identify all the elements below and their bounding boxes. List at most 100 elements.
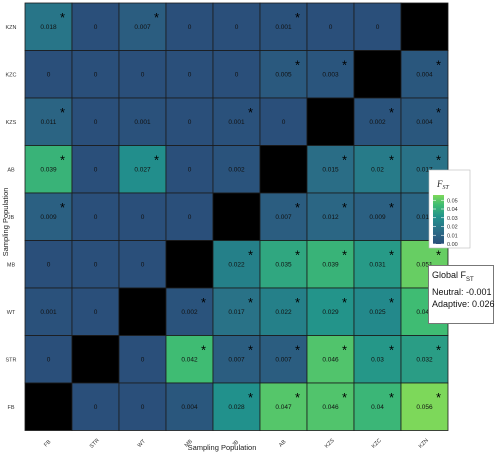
heatmap-cell-STR-WT	[118, 335, 167, 384]
significance-star: *	[342, 200, 347, 215]
cell-value-label: 0.039	[40, 167, 57, 174]
cell-value-label: 0.007	[275, 357, 292, 364]
significance-star: *	[436, 58, 441, 73]
heatmap-cell-WT-WT	[118, 287, 167, 336]
heatmap-cell-KZS-KZS	[306, 97, 355, 146]
heatmap-cell-KZS-KZC	[353, 97, 402, 146]
global-fst-box: Global FST Neutral: -0.001 Adaptive: 0.0…	[428, 265, 495, 324]
cell-value-label: 0.001	[228, 119, 245, 126]
significance-star: *	[295, 343, 300, 358]
cell-value-label: 0	[188, 119, 192, 126]
significance-star: *	[389, 153, 394, 168]
cell-value-label: 0.017	[416, 167, 433, 174]
cell-value-label: 0.007	[134, 24, 151, 31]
heatmap-cell-KZC-KZN	[400, 50, 449, 99]
cell-value-label: 0	[94, 119, 98, 126]
cell-value-label: 0.007	[228, 357, 245, 364]
cell-value-label: 0.001	[275, 24, 292, 31]
significance-star: *	[295, 295, 300, 310]
cell-value-label: 0	[188, 72, 192, 79]
cell-value-label: 0	[188, 167, 192, 174]
heatmap-cell-FB-WT	[118, 382, 167, 431]
cell-value-label: 0.005	[275, 72, 292, 79]
x-tick-label: KZN	[418, 438, 430, 450]
y-tick-label: WT	[7, 310, 16, 316]
cell-value-label: 0.032	[416, 357, 433, 364]
heatmap-cell-AB-KZC	[353, 145, 402, 194]
cell-value-label: 0.051	[416, 262, 433, 269]
x-tick-label: AB	[278, 439, 288, 449]
y-axis-title: Sampling Population	[1, 188, 10, 257]
heatmap-cell-KZC-STR	[71, 50, 120, 99]
cell-value-label: 0.025	[369, 309, 386, 316]
heatmap-cell-KZN-FB	[24, 2, 73, 51]
significance-star: *	[436, 153, 441, 168]
heatmap-cell-WT-MB	[165, 287, 214, 336]
legend-title-sub: ST	[443, 185, 450, 191]
cell-value-label: 0	[141, 72, 145, 79]
cell-value-label: 0	[94, 214, 98, 221]
cell-value-label: 0	[235, 24, 239, 31]
x-tick-label: KZS	[324, 438, 336, 450]
significance-star: *	[295, 200, 300, 215]
global-fst-title-main: Global F	[432, 270, 467, 280]
heatmap-cell-KZS-MB	[165, 97, 214, 146]
cell-value-label: 0.012	[416, 214, 433, 221]
cell-value-label: 0	[94, 404, 98, 411]
cell-value-label: 0.056	[416, 404, 433, 411]
x-tick-label: MB	[184, 439, 194, 449]
cell-value-label: 0.02	[371, 167, 384, 174]
cell-value-label: 0.002	[181, 309, 198, 316]
cell-value-label: 0	[141, 404, 145, 411]
significance-star: *	[248, 390, 253, 405]
x-tick-label: FB	[43, 439, 52, 448]
heatmap-cell-MB-MB	[165, 240, 214, 289]
significance-star: *	[342, 58, 347, 73]
heatmap-cell-JB-KZS	[306, 192, 355, 241]
cell-value-label: 0	[94, 167, 98, 174]
y-tick-labels: KZN KZC KZS AB JB MB WT STR FB	[6, 25, 17, 411]
heatmap-cell-AB-JB	[212, 145, 261, 194]
cell-value-label: 0.009	[40, 214, 57, 221]
heatmap-cell-JB-FB	[24, 192, 73, 241]
cell-value-label: 0.009	[369, 214, 386, 221]
heatmap-cell-MB-JB	[212, 240, 261, 289]
legend-title: FST	[436, 179, 450, 191]
heatmap-cell-STR-AB	[259, 335, 308, 384]
x-axis-title: Sampling Population	[188, 443, 257, 452]
global-fst-title: Global FST	[432, 269, 490, 286]
global-fst-adaptive: Adaptive: 0.026	[432, 298, 495, 309]
significance-star: *	[60, 10, 65, 25]
cell-value-label: 0.004	[416, 72, 433, 79]
cell-value-label: 0	[94, 72, 98, 79]
cell-value-label: 0.042	[416, 309, 433, 316]
cell-value-label: 0.001	[134, 119, 151, 126]
significance-star: *	[436, 343, 441, 358]
heatmap-cell-FB-JB	[212, 382, 261, 431]
cell-value-label: 0	[94, 262, 98, 269]
heatmap-cell-AB-MB	[165, 145, 214, 194]
y-tick-label: KZC	[6, 72, 17, 78]
heatmap-cell-STR-JB	[212, 335, 261, 384]
significance-star: *	[60, 200, 65, 215]
significance-star: *	[248, 343, 253, 358]
significance-star: *	[295, 10, 300, 25]
x-tick-label: JB	[231, 439, 240, 448]
heatmap-cell-KZS-KZN	[400, 97, 449, 146]
significance-star: *	[389, 105, 394, 120]
legend-tick-label: 0.04	[447, 207, 458, 213]
significance-star: *	[436, 248, 441, 263]
significance-star: *	[295, 390, 300, 405]
cell-value-label: 0.046	[322, 404, 339, 411]
significance-star: *	[389, 343, 394, 358]
significance-star: *	[389, 295, 394, 310]
cell-value-label: 0.035	[275, 262, 292, 269]
x-tick-label: STR	[89, 438, 101, 450]
cell-value-label: 0.028	[228, 404, 245, 411]
cell-value-label: 0	[329, 24, 333, 31]
cell-value-label: 0	[141, 214, 145, 221]
heatmap-cell-AB-WT	[118, 145, 167, 194]
heatmap-cell-KZS-AB	[259, 97, 308, 146]
heatmap-cell-WT-KZC	[353, 287, 402, 336]
fst-legend: FST 0.00 0.01 0.02 0.03 0.04 0.05	[428, 169, 471, 249]
